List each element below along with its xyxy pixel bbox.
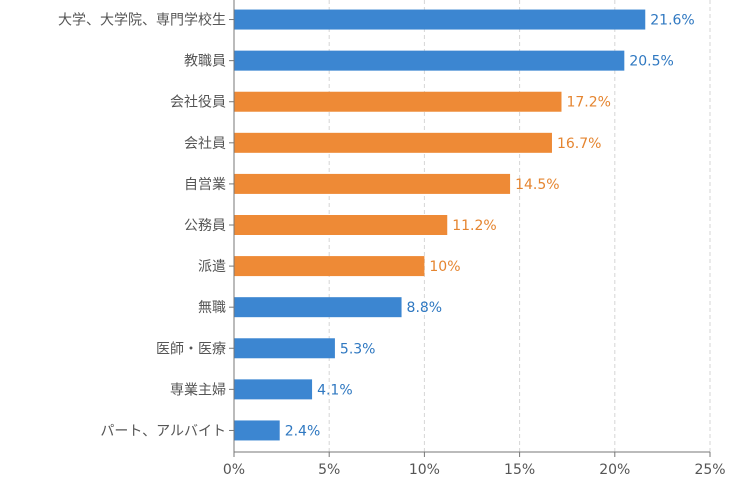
x-tick-label: 10% (409, 462, 440, 478)
category-label: 教職員 (184, 54, 226, 70)
value-label: 17.2% (566, 95, 610, 111)
bar (234, 50, 625, 71)
bar (234, 132, 552, 153)
value-label: 8.8% (407, 300, 443, 316)
category-label: 会社役員 (170, 95, 226, 111)
category-label: 派遣 (198, 259, 226, 275)
category-label: 無職 (198, 300, 226, 316)
x-axis: 0% 5% 10% 15% 20% 25% (223, 0, 726, 478)
bar (234, 297, 402, 318)
value-label: 20.5% (629, 54, 673, 70)
bar (234, 256, 425, 277)
category-label: 自営業 (184, 177, 226, 193)
bars (234, 9, 646, 441)
value-label: 4.1% (317, 382, 353, 398)
value-label: 5.3% (340, 341, 376, 357)
bar (234, 91, 562, 112)
category-label: 会社員 (184, 136, 226, 152)
value-label: 16.7% (557, 136, 601, 152)
bar (234, 9, 646, 30)
bar (234, 420, 280, 441)
category-labels: 大学、大学院、専門学校生教職員会社役員会社員自営業公務員派遣無職医師・医療専業主… (58, 12, 226, 440)
bar (234, 173, 511, 194)
value-label: 21.6% (650, 13, 694, 29)
x-tick-label: 25% (694, 462, 725, 478)
category-label: 専業主婦 (170, 381, 226, 398)
bar (234, 338, 335, 359)
value-label: 11.2% (452, 218, 496, 234)
category-label: 大学、大学院、専門学校生 (58, 12, 226, 29)
value-label: 14.5% (515, 177, 559, 193)
bar (234, 215, 448, 235)
category-label: パート、アルバイト (100, 423, 226, 439)
bar (234, 379, 313, 400)
x-tick-label: 0% (223, 462, 245, 478)
x-tick-label: 20% (599, 462, 630, 478)
value-label: 10% (429, 259, 460, 275)
category-label: 医師・医療 (156, 340, 226, 357)
category-label: 公務員 (184, 218, 226, 234)
value-label: 2.4% (285, 423, 321, 439)
value-labels: 21.6% 20.5% 17.2% 16.7% 14.5% 11.2% 10% 8.8% 5.3… (285, 13, 695, 440)
x-tick-label: 5% (318, 462, 340, 478)
x-tick-label: 15% (504, 462, 535, 478)
